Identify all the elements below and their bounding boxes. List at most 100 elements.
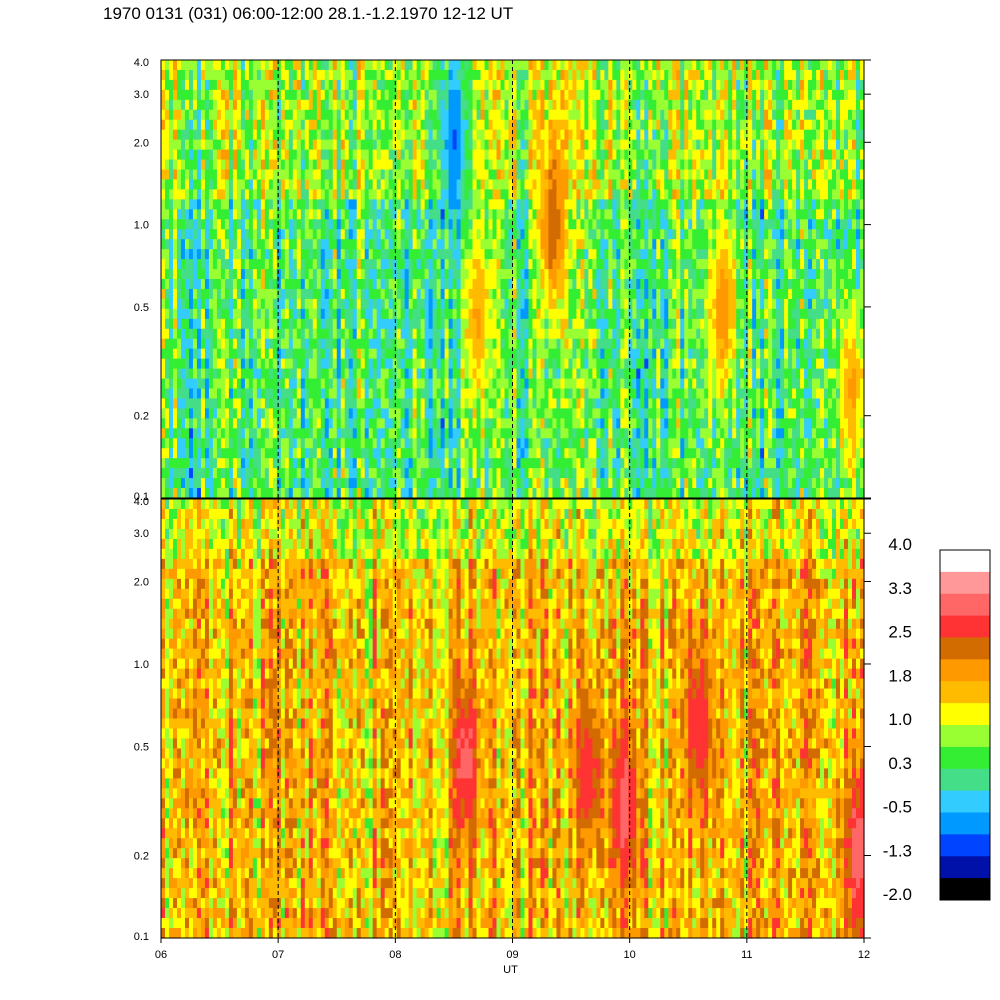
heatmap-cell (313, 120, 318, 131)
heatmap-cell (197, 189, 202, 200)
heatmap-cell (361, 458, 366, 469)
heatmap-cell (397, 209, 402, 220)
heatmap-cell (397, 438, 402, 449)
heatmap-cell (389, 219, 394, 230)
heatmap-cell (397, 160, 402, 171)
heatmap-cell (189, 329, 194, 340)
heatmap-cell (501, 170, 506, 181)
heatmap-cell (309, 140, 314, 151)
heatmap-cell (373, 478, 378, 489)
heatmap-cell (217, 478, 222, 489)
heatmap-cell (329, 269, 334, 280)
heatmap-cell (337, 289, 342, 300)
heatmap-cell (401, 319, 406, 330)
heatmap-cell (249, 428, 254, 439)
heatmap-cell (337, 100, 342, 111)
heatmap-cell (373, 110, 378, 121)
heatmap-cell (397, 329, 402, 340)
heatmap-cell (604, 150, 609, 161)
heatmap-cell (281, 140, 286, 151)
heatmap-cell (520, 379, 525, 390)
heatmap-cell (441, 418, 446, 429)
heatmap-cell (293, 309, 298, 320)
heatmap-cell (556, 408, 561, 419)
heatmap-cell (461, 140, 466, 151)
heatmap-cell (173, 239, 178, 250)
heatmap-cell (305, 319, 310, 330)
heatmap-cell (532, 299, 537, 310)
heatmap-cell (261, 249, 266, 260)
heatmap-cell (229, 239, 234, 250)
heatmap-cell (221, 199, 226, 210)
heatmap-cell (173, 349, 178, 360)
heatmap-cell (461, 160, 466, 171)
heatmap-cell (405, 189, 410, 200)
heatmap-cell (441, 219, 446, 230)
heatmap-cell (269, 140, 274, 151)
heatmap-cell (233, 418, 238, 429)
heatmap-cell (325, 448, 330, 459)
heatmap-cell (516, 299, 521, 310)
heatmap-cell (405, 160, 410, 171)
heatmap-cell (576, 478, 581, 489)
heatmap-cell (317, 219, 322, 230)
heatmap-cell (540, 110, 545, 121)
heatmap-cell (552, 179, 557, 190)
heatmap-cell (365, 269, 370, 280)
heatmap-cell (289, 150, 294, 161)
heatmap-cell (588, 359, 593, 370)
heatmap-cell (501, 60, 506, 71)
heatmap-cell (377, 309, 382, 320)
heatmap-cell (257, 339, 262, 350)
heatmap-cell (485, 199, 490, 210)
heatmap-cell (333, 90, 338, 101)
heatmap-cell (193, 179, 198, 190)
heatmap-cell (552, 90, 557, 101)
heatmap-cell (217, 160, 222, 171)
heatmap-cell (540, 389, 545, 400)
heatmap-cell (269, 179, 274, 190)
heatmap-cell (516, 199, 521, 210)
heatmap-cell (189, 339, 194, 350)
heatmap-cell (572, 408, 577, 419)
heatmap-cell (556, 448, 561, 459)
heatmap-cell (185, 379, 190, 390)
heatmap-cell (357, 418, 362, 429)
heatmap-cell (481, 249, 486, 260)
heatmap-cell (409, 349, 414, 360)
heatmap-cell (349, 249, 354, 260)
heatmap-cell (409, 199, 414, 210)
heatmap-cell (385, 170, 390, 181)
heatmap-cell (349, 369, 354, 380)
heatmap-cell (229, 160, 234, 171)
heatmap-cell (465, 100, 470, 111)
heatmap-cell (528, 349, 533, 360)
heatmap-cell (489, 80, 494, 91)
heatmap-cell (325, 309, 330, 320)
heatmap-cell (485, 269, 490, 280)
heatmap-cell (544, 398, 549, 409)
heatmap-cell (592, 468, 597, 479)
heatmap-cell (249, 219, 254, 230)
heatmap-cell (481, 488, 486, 499)
heatmap-cell (449, 259, 454, 270)
heatmap-cell (560, 150, 565, 161)
heatmap-cell (497, 289, 502, 300)
heatmap-cell (325, 289, 330, 300)
heatmap-cell (301, 219, 306, 230)
heatmap-cell (584, 100, 589, 111)
heatmap-cell (185, 269, 190, 280)
heatmap-cell (580, 120, 585, 131)
heatmap-cell (253, 160, 258, 171)
heatmap-cell (417, 130, 422, 141)
heatmap-cell (193, 359, 198, 370)
heatmap-cell (445, 299, 450, 310)
heatmap-cell (477, 150, 482, 161)
heatmap-cell (261, 329, 266, 340)
heatmap-cell (245, 120, 250, 131)
heatmap-cell (576, 488, 581, 499)
heatmap-cell (177, 70, 182, 81)
heatmap-cell (361, 140, 366, 151)
heatmap-cell (221, 209, 226, 220)
heatmap-cell (297, 110, 302, 121)
